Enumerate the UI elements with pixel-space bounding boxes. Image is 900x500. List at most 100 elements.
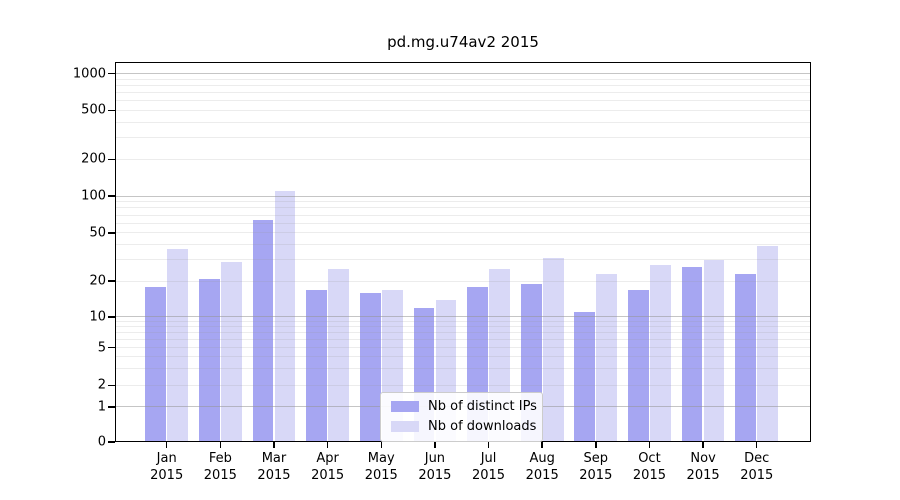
- x-tick-mark: [755, 442, 758, 448]
- y-tick-mark: [108, 195, 115, 197]
- bar-dl-feb: [220, 261, 242, 442]
- x-tick-month: May: [367, 451, 395, 466]
- x-tick-label: Aug 2015: [506, 450, 578, 484]
- x-tick-month: Dec: [744, 451, 770, 466]
- x-tick-mark: [487, 442, 490, 448]
- minor-gridline: [115, 280, 811, 282]
- y-tick-mark: [108, 109, 115, 112]
- x-tick-label: Oct 2015: [613, 450, 685, 484]
- x-tick-year: 2015: [471, 468, 506, 483]
- minor-gridline: [115, 326, 811, 328]
- x-tick-month: Jun: [424, 451, 446, 466]
- legend-swatch-distinct-ips: [391, 401, 419, 412]
- minor-gridline: [115, 92, 811, 94]
- bar-ips-feb: [198, 278, 220, 442]
- y-tick-label: 1: [97, 399, 106, 415]
- bar-ips-may: [359, 292, 381, 442]
- minor-gridline: [115, 244, 811, 246]
- x-tick-mark: [326, 442, 329, 448]
- minor-gridline: [115, 78, 811, 80]
- legend-layer: Nb of distinct IPs Nb of downloads: [115, 62, 811, 442]
- x-tick-label: Sep 2015: [560, 450, 632, 484]
- bar-ips-apr: [306, 289, 328, 442]
- legend-label-distinct-ips: Nb of distinct IPs: [428, 399, 537, 414]
- bar-ips-jan: [145, 286, 167, 442]
- x-tick-mark: [648, 442, 651, 448]
- x-tick-label: Jul 2015: [453, 450, 525, 484]
- minor-gridline: [115, 214, 811, 216]
- minor-gridline: [115, 222, 811, 224]
- minor-gridline: [115, 259, 811, 261]
- minor-gridline: [115, 121, 811, 123]
- y-tick-label: 10: [89, 309, 106, 325]
- major-gridline: [115, 195, 811, 197]
- minor-gridline: [115, 321, 811, 323]
- x-tick-year: 2015: [364, 468, 398, 483]
- x-tick-label: Mar 2015: [238, 450, 310, 484]
- y-tick-label: 50: [89, 225, 106, 241]
- x-tick-label: Jun 2015: [399, 450, 471, 484]
- y-tick-label: 0: [97, 434, 106, 450]
- x-tick-month: Aug: [529, 451, 555, 466]
- bar-dl-jan: [167, 248, 189, 442]
- x-tick-year: 2015: [418, 468, 452, 483]
- bar-ips-oct: [628, 289, 649, 442]
- y-tick-mark: [108, 384, 115, 387]
- x-tick-month: Feb: [208, 451, 232, 466]
- minor-gridline: [115, 158, 811, 160]
- y-tick-label: 1000: [72, 66, 106, 82]
- minor-gridline: [115, 100, 811, 102]
- x-tick-mark: [702, 442, 704, 448]
- major-gridline: [115, 73, 811, 75]
- bar-ips-sep: [574, 312, 596, 442]
- y-tick-label: 500: [81, 102, 106, 118]
- x-tick-year: 2015: [632, 468, 666, 483]
- minor-gridline: [115, 368, 811, 370]
- major-gridline: [115, 316, 811, 318]
- x-tick-label: Dec 2015: [721, 450, 793, 484]
- x-tick-mark: [380, 442, 382, 448]
- x-tick-mark: [273, 442, 275, 448]
- bar-ips-nov: [681, 267, 703, 442]
- minor-gridline: [115, 347, 811, 349]
- legend-label-downloads: Nb of downloads: [428, 419, 537, 434]
- legend-item-distinct-ips: Nb of distinct IPs: [391, 399, 537, 414]
- legend-swatch-downloads: [391, 421, 419, 432]
- y-tick-label: 20: [89, 273, 106, 289]
- x-tick-label: Apr 2015: [292, 450, 364, 484]
- x-tick-year: 2015: [203, 468, 237, 483]
- y-tick-mark: [108, 72, 115, 75]
- y-tick-label: 200: [81, 151, 106, 167]
- x-tick-year: 2015: [579, 468, 613, 483]
- x-tick-year: 2015: [686, 468, 720, 483]
- bar-dl-dec: [757, 246, 779, 442]
- x-tick-month: Nov: [690, 451, 716, 466]
- bar-dl-apr: [328, 269, 350, 442]
- y-tick-mark: [108, 441, 115, 443]
- x-tick-month: Apr: [316, 451, 339, 466]
- x-tick-label: Feb 2015: [184, 450, 256, 484]
- x-tick-label: May 2015: [345, 450, 417, 484]
- minor-gridline: [115, 338, 811, 340]
- minor-gridline: [115, 85, 811, 86]
- minor-gridline: [115, 207, 811, 209]
- bar-dl-aug: [542, 258, 564, 442]
- y-tick-mark: [108, 232, 115, 234]
- x-tick-year: 2015: [525, 468, 559, 483]
- minor-gridline: [115, 232, 811, 234]
- y-tick-mark: [108, 280, 115, 282]
- bar-ips-mar: [252, 219, 274, 442]
- y-tick-label: 5: [97, 340, 106, 356]
- x-tick-year: 2015: [150, 468, 184, 483]
- x-tick-month: Jan: [156, 451, 177, 466]
- x-tick-month: Sep: [583, 451, 609, 466]
- x-tick-month: Oct: [638, 451, 661, 466]
- y-tick-mark: [108, 316, 115, 318]
- bar-dl-nov: [703, 259, 725, 442]
- y-tick-mark: [108, 346, 115, 349]
- y-tick-label: 2: [97, 377, 106, 393]
- x-tick-year: 2015: [740, 468, 774, 483]
- x-tick-label: Nov 2015: [667, 450, 739, 484]
- minor-gridline: [115, 201, 811, 203]
- y-tick-mark: [108, 406, 115, 408]
